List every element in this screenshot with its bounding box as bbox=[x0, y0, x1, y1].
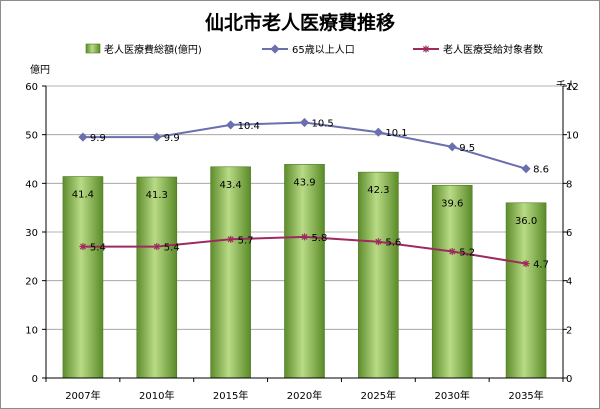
left-tick-label: 50 bbox=[25, 131, 38, 142]
right-tick-label: 0 bbox=[566, 374, 572, 385]
right-tick-label: 8 bbox=[566, 179, 572, 190]
right-tick-label: 6 bbox=[566, 228, 572, 239]
legend-item: 65歳以上人口 bbox=[262, 44, 355, 56]
line-data-label: 10.5 bbox=[312, 119, 334, 130]
right-tick-label: 10 bbox=[566, 131, 579, 142]
line-data-label: 5.2 bbox=[459, 247, 475, 258]
legend-label: 老人医療費総額(億円) bbox=[104, 43, 202, 56]
bar bbox=[358, 171, 399, 379]
line-data-label: 10.4 bbox=[238, 121, 260, 132]
left-tick-label: 40 bbox=[25, 179, 38, 190]
diamond-marker bbox=[152, 132, 162, 142]
diamond-marker bbox=[299, 117, 310, 128]
line-data-label: 5.4 bbox=[90, 243, 106, 254]
legend-item: 老人医療受給対象者数 bbox=[413, 43, 543, 56]
diamond-marker bbox=[521, 164, 531, 174]
x-tick-label: 2030年 bbox=[434, 389, 469, 402]
left-tick-label: 20 bbox=[25, 277, 38, 288]
left-tick-label: 10 bbox=[25, 325, 38, 336]
legend: 老人医療費総額(億円) 65歳以上人口 老人医療受給対象者数 bbox=[85, 43, 543, 56]
legend-label: 老人医療受給対象者数 bbox=[443, 43, 543, 56]
diamond-marker bbox=[270, 44, 280, 54]
left-tick-label: 60 bbox=[25, 82, 38, 93]
line-data-label: 9.9 bbox=[90, 133, 106, 144]
left-axis-unit: 億円 bbox=[30, 63, 50, 76]
bar bbox=[210, 166, 251, 379]
left-tick-label: 30 bbox=[25, 228, 38, 239]
line-data-label: 5.7 bbox=[238, 235, 254, 246]
x-tick-label: 2035年 bbox=[508, 389, 543, 402]
bar-data-label: 41.3 bbox=[146, 190, 168, 201]
x-tick-label: 2025年 bbox=[361, 389, 396, 402]
line-data-label: 5.6 bbox=[385, 238, 401, 249]
diamond-marker bbox=[373, 127, 383, 137]
chart-title: 仙北市老人医療費推移 bbox=[205, 11, 395, 34]
line-data-label: 5.8 bbox=[312, 233, 328, 244]
star-marker-stroke bbox=[422, 45, 430, 53]
bar-series bbox=[62, 164, 547, 379]
bar-data-label: 42.3 bbox=[367, 185, 389, 196]
right-tick-label: 4 bbox=[566, 277, 572, 288]
bar bbox=[431, 184, 473, 379]
diamond-marker bbox=[226, 120, 236, 130]
right-tick-label: 12 bbox=[566, 82, 579, 93]
x-tick-label: 2007年 bbox=[65, 389, 100, 402]
line-data-label: 10.1 bbox=[385, 128, 407, 139]
star-marker-stroke bbox=[375, 238, 382, 245]
bar-data-label: 43.4 bbox=[220, 180, 242, 191]
bar-data-label: 39.6 bbox=[441, 198, 463, 209]
bar-data-label: 36.0 bbox=[515, 216, 537, 227]
left-tick-label: 0 bbox=[32, 374, 38, 385]
bar bbox=[284, 164, 325, 379]
line-series bbox=[78, 117, 531, 268]
x-tick-label: 2010年 bbox=[139, 389, 174, 402]
x-tick-label: 2020年 bbox=[287, 389, 322, 402]
star-marker-stroke bbox=[227, 236, 234, 243]
bar-data-label: 43.9 bbox=[293, 177, 315, 188]
right-tick-label: 2 bbox=[566, 325, 572, 336]
diamond-marker bbox=[78, 132, 88, 142]
bar bbox=[505, 202, 547, 379]
star-marker-stroke bbox=[79, 243, 86, 250]
line-data-label: 9.5 bbox=[459, 143, 475, 154]
data-labels: 41.4 41.3 43.4 43.9 42.3 39.6 36.0 9.9 9.9 10.4 10… bbox=[72, 119, 549, 271]
star-marker-stroke bbox=[523, 260, 530, 267]
bar-data-label: 41.4 bbox=[72, 190, 94, 201]
line-data-label: 5.4 bbox=[164, 243, 180, 254]
star-marker-stroke bbox=[301, 233, 308, 240]
bar bbox=[136, 176, 178, 379]
bar bbox=[62, 176, 104, 379]
line-data-label: 4.7 bbox=[533, 260, 549, 271]
line-data-label: 9.9 bbox=[164, 133, 180, 144]
star-marker-stroke bbox=[449, 248, 456, 255]
line-data-label: 8.6 bbox=[533, 165, 549, 176]
axes: 0 10 20 30 40 50 60 0 2 4 6 8 10 12 2007年 2010年 2015年 202… bbox=[25, 82, 578, 402]
diamond-marker bbox=[447, 142, 457, 152]
legend-item: 老人医療費総額(億円) bbox=[85, 43, 202, 56]
star-marker-stroke bbox=[153, 243, 160, 250]
legend-label: 65歳以上人口 bbox=[292, 44, 355, 56]
legend-swatch-bar bbox=[85, 43, 101, 54]
x-tick-label: 2015年 bbox=[213, 389, 248, 402]
